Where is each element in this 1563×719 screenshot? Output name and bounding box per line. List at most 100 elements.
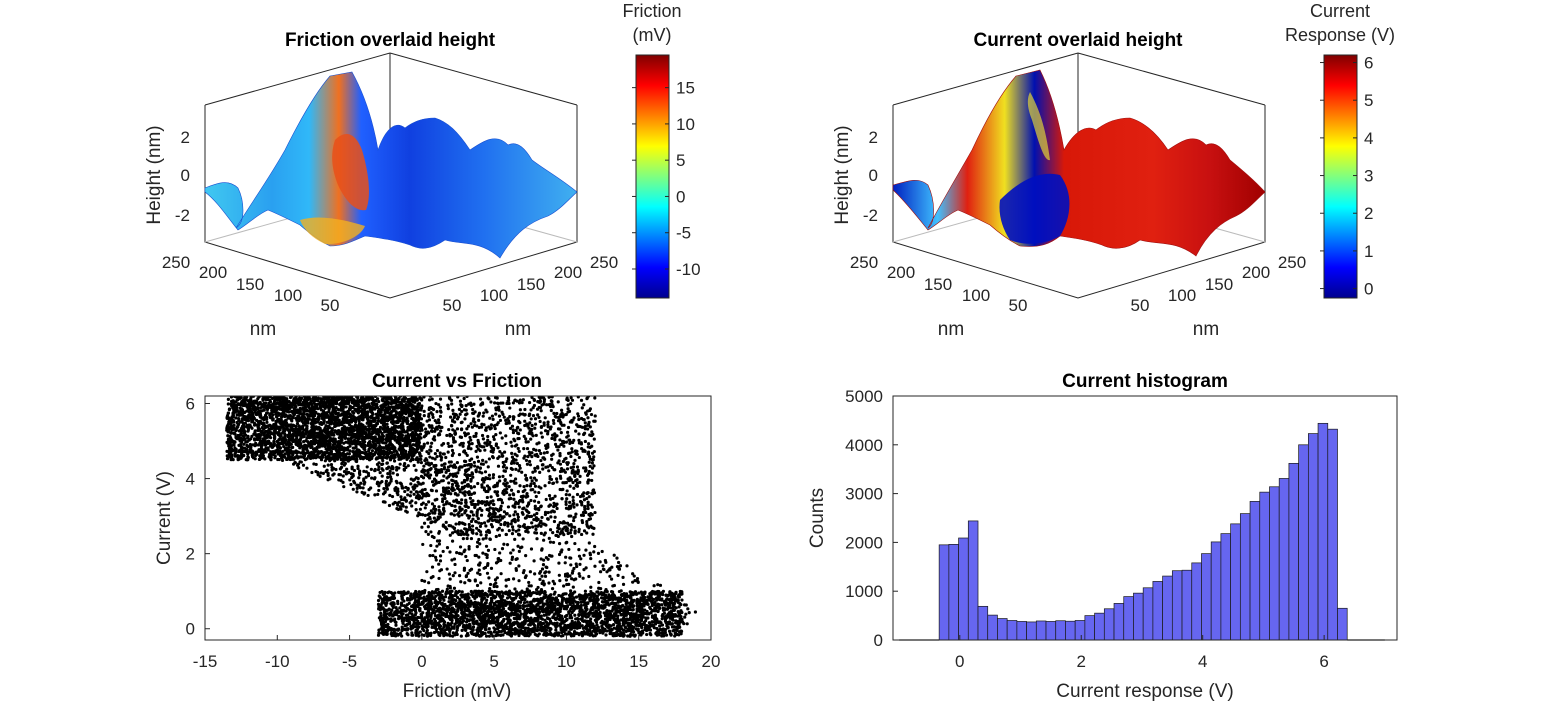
scatter-point bbox=[537, 523, 541, 527]
scatter-point bbox=[404, 465, 408, 470]
scatter-point bbox=[538, 470, 542, 474]
scatter-point bbox=[516, 446, 520, 451]
scatter-point bbox=[236, 425, 240, 429]
scatter-point bbox=[510, 444, 514, 448]
scatter-point bbox=[415, 494, 419, 498]
friction-warm-ridge bbox=[300, 217, 365, 245]
scatter-point bbox=[564, 456, 568, 460]
scatter-point bbox=[380, 474, 384, 478]
scatter-point bbox=[589, 524, 593, 528]
scatter-point bbox=[265, 411, 269, 415]
scatter-point bbox=[283, 429, 287, 433]
scatter-point bbox=[228, 455, 232, 459]
scatter-point bbox=[515, 512, 520, 517]
scatter-point bbox=[269, 431, 273, 435]
scatter-point bbox=[412, 463, 416, 468]
scatter-point bbox=[591, 458, 595, 462]
scatter-point bbox=[388, 475, 393, 479]
scatter-point bbox=[464, 413, 468, 417]
scatter-point bbox=[572, 486, 576, 490]
scatter-point bbox=[538, 419, 542, 424]
scatter-point bbox=[525, 462, 530, 466]
scatter-point bbox=[395, 403, 399, 408]
scatter-point bbox=[336, 415, 340, 420]
scatter-point bbox=[413, 405, 417, 409]
scatter-point bbox=[342, 469, 347, 474]
scatter-point bbox=[435, 409, 439, 414]
scatter-point bbox=[505, 457, 509, 461]
scatter-point bbox=[259, 452, 263, 456]
scatter-point bbox=[484, 476, 488, 480]
scatter-point bbox=[494, 412, 498, 416]
scatter-point bbox=[467, 516, 471, 520]
current-surface bbox=[892, 69, 1266, 257]
scatter-point bbox=[386, 475, 390, 479]
friction-hotspot bbox=[332, 134, 369, 211]
colorbar-tick-label: 10 bbox=[676, 115, 695, 134]
scatter-point bbox=[512, 461, 516, 465]
scatter-point bbox=[453, 429, 457, 433]
scatter-point bbox=[565, 397, 569, 402]
scatter-point bbox=[592, 419, 596, 423]
scatter-point bbox=[487, 425, 491, 429]
scatter-point bbox=[527, 459, 532, 464]
scatter-point bbox=[328, 444, 332, 448]
scatter-point bbox=[582, 431, 587, 435]
scatter-point bbox=[431, 413, 435, 417]
scatter-point bbox=[572, 505, 576, 509]
scatter-point bbox=[298, 460, 302, 464]
scatter-point bbox=[438, 409, 443, 413]
scatter-point bbox=[354, 435, 358, 440]
scatter-point bbox=[446, 441, 450, 446]
scatter-point bbox=[236, 402, 240, 407]
scatter-point bbox=[498, 418, 503, 423]
scatter-point bbox=[307, 442, 312, 447]
scatter-point bbox=[533, 422, 538, 426]
scatter-point bbox=[532, 499, 537, 503]
scatter-point bbox=[479, 533, 483, 537]
scatter-point bbox=[280, 458, 285, 462]
scatter-point bbox=[506, 396, 511, 400]
scatter-point bbox=[518, 428, 522, 432]
scatter-point bbox=[384, 455, 388, 460]
scatter-point bbox=[248, 404, 252, 408]
scatter-point bbox=[376, 440, 380, 445]
scatter-point bbox=[591, 488, 596, 492]
scatter-point bbox=[486, 434, 490, 439]
scatter-point bbox=[478, 449, 482, 453]
scatter-point bbox=[287, 445, 291, 449]
scatter-point bbox=[578, 494, 583, 499]
scatter-point bbox=[583, 507, 587, 511]
scatter-point bbox=[345, 410, 349, 414]
scatter-point bbox=[516, 489, 520, 494]
scatter-point bbox=[476, 481, 480, 486]
scatter-point bbox=[575, 503, 579, 507]
scatter-point bbox=[344, 440, 348, 444]
scatter-point bbox=[573, 458, 577, 462]
scatter-point bbox=[248, 407, 252, 411]
scatter-point bbox=[590, 513, 594, 517]
scatter-point bbox=[552, 421, 556, 425]
scatter-point bbox=[333, 430, 338, 434]
colorbar-tick-label: 4 bbox=[1364, 129, 1373, 148]
scatter-point bbox=[526, 530, 530, 534]
scatter-point bbox=[381, 455, 385, 459]
scatter-point bbox=[467, 522, 471, 527]
scatter-point bbox=[439, 469, 443, 473]
scatter-point bbox=[551, 418, 556, 423]
scatter-point bbox=[430, 429, 434, 434]
y-tick-label: 100 bbox=[962, 286, 990, 305]
scatter-point bbox=[390, 494, 395, 499]
scatter-point bbox=[261, 421, 265, 425]
scatter-point bbox=[400, 456, 404, 461]
scatter-point bbox=[322, 416, 326, 421]
scatter-point bbox=[474, 431, 478, 436]
scatter-point bbox=[579, 513, 584, 517]
scatter-point bbox=[290, 410, 294, 414]
scatter-point bbox=[344, 430, 348, 435]
scatter-point bbox=[568, 438, 572, 442]
scatter-point bbox=[458, 399, 463, 403]
scatter-point bbox=[301, 400, 306, 404]
scatter-point bbox=[354, 459, 358, 463]
scatter-point bbox=[467, 525, 472, 529]
